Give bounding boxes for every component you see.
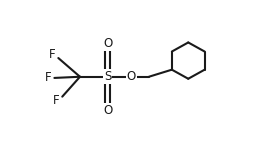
Text: F: F [45, 71, 52, 84]
Text: O: O [103, 37, 112, 50]
Text: F: F [53, 94, 60, 107]
Text: S: S [104, 70, 111, 83]
Text: F: F [49, 48, 56, 61]
Text: O: O [126, 70, 136, 83]
Text: O: O [103, 104, 112, 117]
